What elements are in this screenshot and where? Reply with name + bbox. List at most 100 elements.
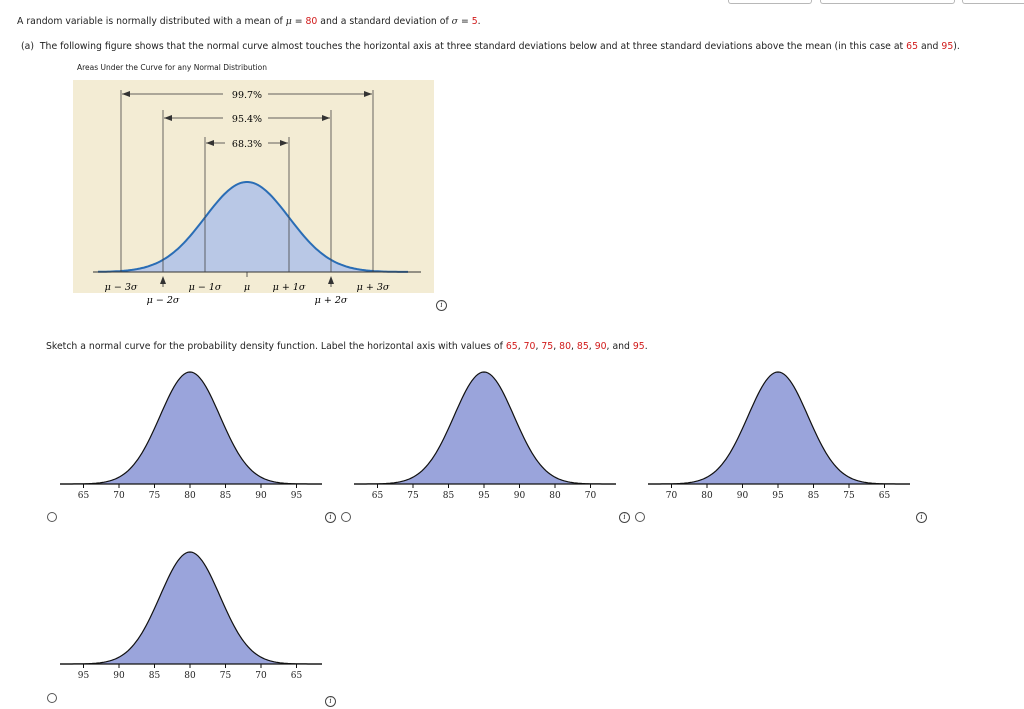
normal-curve bbox=[354, 371, 616, 485]
tick-label: 95 bbox=[78, 671, 90, 681]
option-3-radio[interactable] bbox=[635, 512, 645, 522]
toolbar-tab[interactable] bbox=[820, 0, 955, 4]
value-95: 95 bbox=[632, 341, 645, 352]
part-a-body: The following figure shows that the norm… bbox=[39, 41, 907, 52]
mu-symbol: μ bbox=[285, 16, 292, 27]
tick-label: 80 bbox=[549, 491, 561, 501]
tick-label: 95 bbox=[772, 491, 784, 501]
tick-label: 75 bbox=[149, 491, 161, 501]
label-mu-minus-1sigma: μ − 1σ bbox=[189, 282, 222, 293]
toolbar-tab[interactable] bbox=[962, 0, 1024, 4]
label-mu-minus-3sigma: μ − 3σ bbox=[105, 282, 138, 293]
tick-label: 80 bbox=[701, 491, 713, 501]
option-4[interactable]: 95 90 85 80 75 70 65 bbox=[60, 548, 322, 687]
curve-area bbox=[98, 182, 408, 272]
tick-label: 80 bbox=[184, 671, 196, 681]
option-4-graph: 95 90 85 80 75 70 65 bbox=[60, 551, 322, 681]
sketch-instruction: Sketch a normal curve for the probabilit… bbox=[46, 341, 648, 352]
equals-sign: = bbox=[458, 16, 472, 27]
suffix-text: ). bbox=[953, 41, 960, 52]
value-90: 90 bbox=[594, 341, 607, 352]
tick-label: 85 bbox=[220, 491, 232, 501]
option-2-radio[interactable] bbox=[341, 512, 351, 522]
info-icon[interactable]: i bbox=[916, 512, 927, 523]
curve-area bbox=[354, 372, 616, 484]
tick-label: 90 bbox=[737, 491, 749, 501]
option-4-radio[interactable] bbox=[47, 693, 57, 703]
normal-curve bbox=[98, 181, 408, 273]
high-value: 95 bbox=[941, 41, 954, 52]
value-75: 75 bbox=[541, 341, 554, 352]
info-icon[interactable]: i bbox=[325, 696, 336, 707]
tick-label: 90 bbox=[255, 491, 267, 501]
value-80: 80 bbox=[559, 341, 571, 352]
tick-label: 70 bbox=[666, 491, 678, 501]
label-mu: μ bbox=[244, 282, 250, 293]
normal-curve bbox=[648, 371, 910, 485]
tick-label: 85 bbox=[808, 491, 820, 501]
normal-curve bbox=[60, 371, 322, 485]
tick-label: 70 bbox=[255, 671, 267, 681]
sigma-symbol: σ bbox=[451, 16, 459, 27]
equals-sign: = bbox=[291, 16, 306, 27]
label-mu-minus-2sigma: μ − 2σ bbox=[147, 295, 180, 306]
pct-954-label: 95.4% bbox=[232, 114, 262, 125]
tick-label: 85 bbox=[149, 671, 161, 681]
tick-label: 70 bbox=[585, 491, 597, 501]
tick-label: 75 bbox=[843, 491, 855, 501]
pct-683-label: 68.3% bbox=[232, 139, 262, 150]
info-icon[interactable]: i bbox=[436, 300, 447, 311]
label-mu-plus-1sigma: μ + 1σ bbox=[273, 282, 306, 293]
period: . bbox=[644, 341, 648, 352]
curve-area bbox=[60, 552, 322, 664]
curve-area bbox=[60, 372, 322, 484]
normal-distribution-figure: 99.7% 95.4% 68.3% bbox=[93, 90, 421, 287]
tick-label: 65 bbox=[78, 491, 90, 501]
tick-label: 90 bbox=[113, 671, 125, 681]
tick-label: 95 bbox=[478, 491, 490, 501]
tick-label: 75 bbox=[407, 491, 419, 501]
tick-label: 95 bbox=[291, 491, 303, 501]
period: . bbox=[477, 16, 481, 27]
info-icon[interactable]: i bbox=[325, 512, 336, 523]
label-mu-plus-2sigma: μ + 2σ bbox=[315, 295, 348, 306]
sketch-text: Sketch a normal curve for the probabilit… bbox=[46, 341, 506, 352]
tick-label: 85 bbox=[443, 491, 455, 501]
tick-label: 65 bbox=[291, 671, 303, 681]
intro-text: A random variable is normally distribute… bbox=[17, 16, 286, 27]
option-2-graph: 65 75 85 95 90 80 70 bbox=[354, 371, 616, 501]
part-a-text: (a) The following figure shows that the … bbox=[21, 41, 960, 53]
figure-caption: Areas Under the Curve for any Normal Dis… bbox=[77, 63, 267, 72]
tick-label: 90 bbox=[514, 491, 526, 501]
option-1[interactable]: 65 70 75 80 85 90 95 bbox=[60, 368, 322, 507]
tick-label: 70 bbox=[113, 491, 125, 501]
option-3[interactable]: 70 80 90 95 85 75 65 bbox=[648, 368, 910, 507]
tick-label: 80 bbox=[184, 491, 196, 501]
label-mu-plus-3sigma: μ + 3σ bbox=[357, 282, 390, 293]
tick-label: 65 bbox=[372, 491, 384, 501]
and-text: and bbox=[918, 41, 942, 52]
option-2[interactable]: 65 75 85 95 90 80 70 bbox=[354, 368, 616, 507]
figure-axis-labels: μ − 3σ μ − 2σ μ − 1σ μ μ + 1σ μ + 2σ μ +… bbox=[105, 282, 390, 306]
curve-area bbox=[648, 372, 910, 484]
part-label: (a) bbox=[21, 41, 34, 52]
question-intro: A random variable is normally distribute… bbox=[17, 16, 481, 28]
tick-label: 75 bbox=[220, 671, 232, 681]
option-1-radio[interactable] bbox=[47, 512, 57, 522]
toolbar-tab[interactable] bbox=[728, 0, 812, 4]
tick-label: 65 bbox=[879, 491, 891, 501]
low-value: 65 bbox=[906, 41, 918, 52]
pct-997-label: 99.7% bbox=[232, 90, 262, 101]
value-85: 85 bbox=[576, 341, 589, 352]
and-text: , and bbox=[606, 341, 633, 352]
mean-value: 80 bbox=[305, 16, 318, 27]
value-70: 70 bbox=[523, 341, 536, 352]
reference-figure: 99.7% 95.4% 68.3% bbox=[73, 80, 434, 293]
normal-curve bbox=[60, 551, 322, 665]
option-3-graph: 70 80 90 95 85 75 65 bbox=[648, 371, 910, 501]
option-1-graph: 65 70 75 80 85 90 95 bbox=[60, 371, 322, 501]
value-65: 65 bbox=[505, 341, 518, 352]
info-icon[interactable]: i bbox=[619, 512, 630, 523]
top-toolbar bbox=[0, 0, 1024, 9]
sd-value: 5 bbox=[471, 16, 478, 27]
